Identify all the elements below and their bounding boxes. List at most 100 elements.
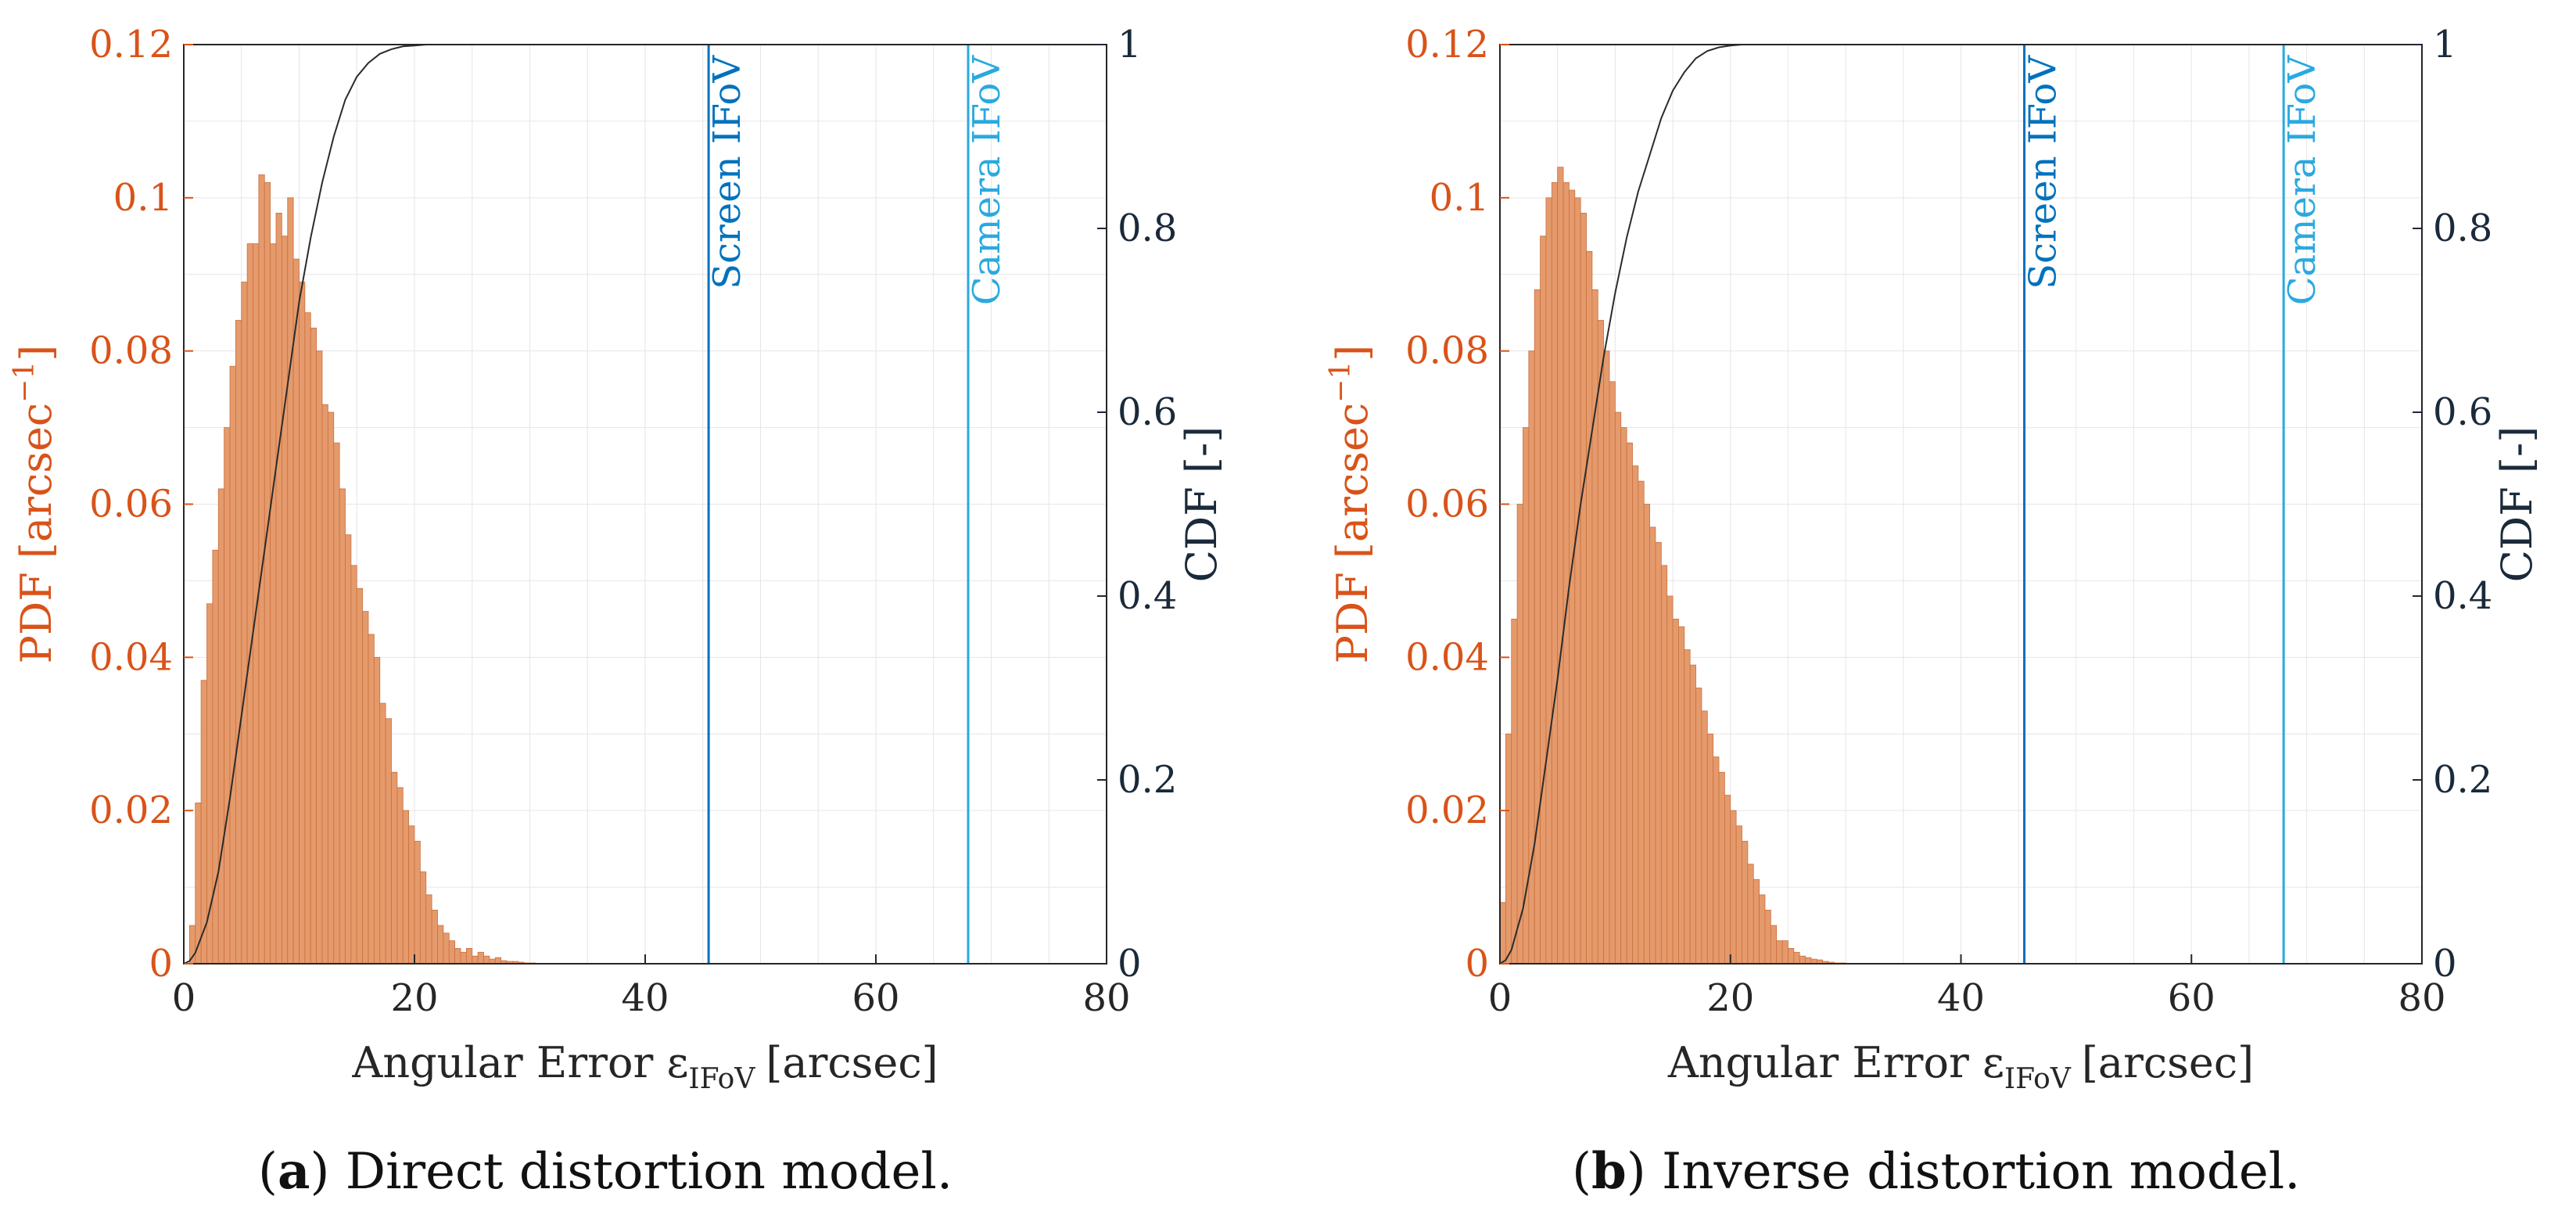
caption-text: Direct distortion model. [329, 1143, 953, 1201]
histogram-bar [1626, 442, 1633, 965]
y-label-left-close: ] [12, 345, 61, 361]
y-tick-right-label: 0.6 [1118, 390, 1177, 434]
histogram-bar [235, 320, 242, 965]
y-tick-left-label: 0.12 [89, 23, 173, 66]
caption-text: Inverse distortion model. [1645, 1143, 2301, 1201]
x-tick-label: 40 [621, 976, 669, 1020]
y-tick-right-label: 0.6 [2433, 390, 2492, 434]
histogram-bar [419, 871, 427, 965]
histogram-bar [437, 925, 444, 965]
histogram-bar [402, 810, 410, 965]
histogram-bar [270, 243, 277, 965]
histogram-bar [345, 534, 352, 965]
histogram-bar [494, 957, 502, 965]
histogram-bar [362, 611, 369, 965]
histogram-bar [1799, 955, 1806, 965]
histogram-bar [391, 771, 398, 965]
x-ticks: 0 20 40 60 80 [172, 954, 1131, 1020]
x-label-unit: [arcsec] [766, 1038, 938, 1087]
y-tick-left-label: 0.04 [1405, 635, 1489, 679]
y-label-left-main: PDF [arcsec [1328, 403, 1377, 664]
histogram-bar [1764, 910, 1771, 965]
histogram-bar [1499, 902, 1506, 965]
histogram-bar [333, 442, 340, 965]
histogram-bar [200, 680, 207, 965]
histogram-bar [1534, 289, 1541, 965]
caption-tag: b [1591, 1142, 1627, 1201]
y-tick-right-label: 0.2 [2433, 758, 2492, 802]
y-tick-right-label: 0.4 [1118, 574, 1177, 618]
histogram-bar [1747, 864, 1754, 965]
x-tick-label: 0 [1488, 976, 1512, 1020]
histogram-bar [1603, 350, 1610, 965]
y-tick-right-label: 0 [2433, 942, 2457, 986]
histogram-bar [1540, 235, 1547, 965]
y-tick-left-label: 0.02 [89, 789, 173, 832]
y-axis-label-right: CDF [-] [1177, 426, 1226, 583]
histogram-bar [1505, 733, 1512, 965]
y-tick-left-label: 0.08 [89, 329, 173, 373]
screen-ifov-label: Screen IFoV [705, 55, 749, 289]
histogram-bar [454, 948, 461, 965]
histogram-bar [1614, 411, 1622, 965]
y-label-left-close: ] [1328, 345, 1377, 361]
histogram-bar [1586, 250, 1593, 965]
histogram-bar [385, 718, 392, 965]
y-ticks-left: 0 0.02 0.04 0.06 0.08 0.1 0.12 [89, 23, 193, 986]
y-tick-right-label: 0 [1118, 942, 1142, 986]
histogram-bar [1776, 940, 1783, 965]
histogram-bar [241, 282, 248, 965]
x-tick-label: 0 [172, 976, 196, 1020]
histogram-bar [408, 825, 415, 965]
histogram-bar [373, 656, 381, 965]
histogram-bar [431, 910, 438, 965]
histogram-bar [1781, 940, 1788, 965]
y-tick-left-label: 0.1 [1430, 176, 1489, 220]
histogram-bar [1689, 664, 1696, 965]
histogram-bar [292, 258, 300, 965]
y-tick-left-label: 0.02 [1405, 789, 1489, 832]
histogram-bar [1735, 825, 1742, 965]
x-label-main: Angular Error ε [1667, 1038, 2004, 1087]
histogram-bar [246, 243, 253, 965]
histogram-bar [1672, 618, 1679, 965]
histogram-bar [253, 243, 260, 965]
y-ticks-right: 0 0.2 0.4 0.6 0.8 1 [2413, 23, 2492, 986]
histogram-bar [356, 587, 364, 965]
y-label-left-main: PDF [arcsec [12, 403, 61, 664]
histogram-bar [1718, 771, 1725, 965]
histogram-bar [1562, 181, 1570, 965]
x-tick-label: 20 [1706, 976, 1754, 1020]
histogram-bar [1638, 480, 1645, 965]
caption-b: (b) Inverse distortion model. [1572, 1142, 2301, 1201]
histogram-bar [1591, 289, 1598, 965]
x-label-unit: [arcsec] [2082, 1038, 2254, 1087]
x-tick-label: 20 [390, 976, 438, 1020]
histogram-bar [425, 894, 432, 965]
histogram-bar [1713, 756, 1720, 965]
chart-panel-b: Screen IFoV Camera IFoV 0 0.02 0.04 0.06 0.0… [1325, 23, 2542, 1095]
histogram-bar [299, 282, 306, 965]
x-tick-label: 60 [852, 976, 899, 1020]
histogram-bar [1597, 320, 1605, 965]
histogram-bar [1759, 894, 1766, 965]
histogram-bar [1620, 427, 1627, 965]
grid [1499, 44, 2423, 965]
x-ticks: 0 20 40 60 80 [1488, 954, 2446, 1020]
histogram-bar [264, 181, 271, 965]
histogram-bar [368, 634, 375, 965]
y-tick-left-label: 0.1 [113, 176, 173, 220]
y-tick-left-label: 0.06 [89, 483, 173, 526]
histogram-bar [217, 488, 225, 965]
histogram-bar [1545, 197, 1552, 965]
histogram-bar [460, 951, 467, 965]
histogram-bar [1695, 688, 1702, 965]
x-label-sub: IFoV [688, 1063, 755, 1095]
histogram-bar [1701, 710, 1708, 965]
y-ticks-left: 0 0.02 0.04 0.06 0.08 0.1 0.12 [1405, 23, 1509, 986]
y-tick-left-label: 0.08 [1405, 329, 1489, 373]
y-ticks-right: 0 0.2 0.4 0.6 0.8 1 [1097, 23, 1177, 986]
histogram-bar [1684, 649, 1691, 965]
camera-ifov-label: Camera IFoV [965, 55, 1009, 306]
histogram-bar [1632, 465, 1639, 965]
